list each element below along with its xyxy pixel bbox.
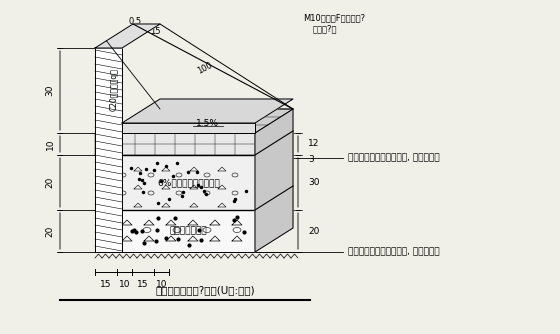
Polygon shape [122,109,293,133]
Text: 15: 15 [137,280,149,289]
Text: 10: 10 [156,280,167,289]
Bar [95,210,255,252]
Text: 10: 10 [119,280,130,289]
Text: 30: 30 [308,178,320,187]
Polygon shape [255,109,293,252]
Text: 20: 20 [308,226,319,235]
Text: 6%水泥稳定石屑上基层: 6%水泥稳定石屑上基层 [157,178,220,187]
Text: 10: 10 [45,138,54,150]
Text: 30: 30 [45,85,54,96]
Text: 聚酯长丝针刺无纺土工布, 或土工格栅: 聚酯长丝针刺无纺土工布, 或土工格栅 [348,247,440,257]
Text: 3: 3 [308,156,314,165]
Text: 15: 15 [150,27,160,36]
Text: 0.5: 0.5 [128,16,142,25]
Text: 100: 100 [196,61,214,76]
Bar [95,133,255,155]
Text: 20: 20 [45,225,54,237]
Text: 花岩立?石: 花岩立?石 [313,24,338,33]
Bar [95,155,255,210]
Polygon shape [95,24,160,48]
Text: 12: 12 [308,140,319,149]
Text: 级配碎石下基层: 级配碎石下基层 [170,226,207,235]
Text: C20石混凝土q道: C20石混凝土q道 [110,68,119,112]
Text: 15: 15 [100,280,112,289]
Text: M10水泥砂F砌筑并匀?: M10水泥砂F砌筑并匀? [303,13,365,22]
Bar [95,48,122,252]
Bar [122,123,255,133]
Text: 1.5%: 1.5% [196,119,219,128]
Text: 25×25×12花岗岩: 25×25×12花岗岩 [156,140,221,149]
Polygon shape [122,99,293,123]
Text: 广场断面及立路?石造(U位:厘米): 广场断面及立路?石造(U位:厘米) [155,285,255,295]
Text: 聚酯长丝针刺无纺土工布, 或土工格栅: 聚酯长丝针刺无纺土工布, 或土工格栅 [348,154,440,163]
Text: 20: 20 [45,177,54,188]
